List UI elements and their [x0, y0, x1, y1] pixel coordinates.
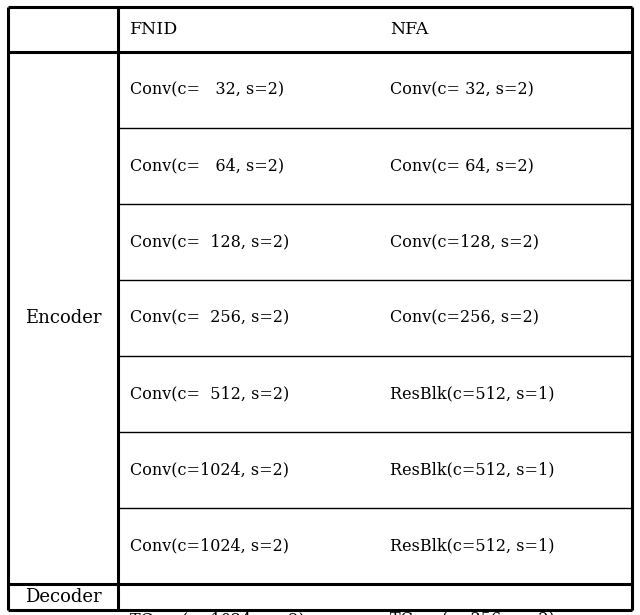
Text: Conv(c= 64, s=2): Conv(c= 64, s=2) [390, 157, 534, 175]
Text: Conv(c= 32, s=2): Conv(c= 32, s=2) [390, 82, 534, 98]
Text: TConv(c=1024,  s=2): TConv(c=1024, s=2) [130, 611, 305, 615]
Text: ResBlk(c=512, s=1): ResBlk(c=512, s=1) [390, 538, 554, 555]
Text: Decoder: Decoder [25, 588, 101, 606]
Text: Conv(c=256, s=2): Conv(c=256, s=2) [390, 309, 539, 327]
Text: Conv(c=128, s=2): Conv(c=128, s=2) [390, 234, 539, 250]
Text: TConv(c=256,  s=2): TConv(c=256, s=2) [390, 611, 555, 615]
Text: Conv(c=  128, s=2): Conv(c= 128, s=2) [130, 234, 289, 250]
Text: Conv(c=1024, s=2): Conv(c=1024, s=2) [130, 461, 289, 478]
Text: ResBlk(c=512, s=1): ResBlk(c=512, s=1) [390, 461, 554, 478]
Text: FNID: FNID [130, 21, 179, 38]
Text: Conv(c=   32, s=2): Conv(c= 32, s=2) [130, 82, 284, 98]
Text: Conv(c=  256, s=2): Conv(c= 256, s=2) [130, 309, 289, 327]
Text: Encoder: Encoder [25, 309, 101, 327]
Text: Conv(c=  512, s=2): Conv(c= 512, s=2) [130, 386, 289, 402]
Text: NFA: NFA [390, 21, 428, 38]
Text: ResBlk(c=512, s=1): ResBlk(c=512, s=1) [390, 386, 554, 402]
Text: Conv(c=1024, s=2): Conv(c=1024, s=2) [130, 538, 289, 555]
Text: Conv(c=   64, s=2): Conv(c= 64, s=2) [130, 157, 284, 175]
